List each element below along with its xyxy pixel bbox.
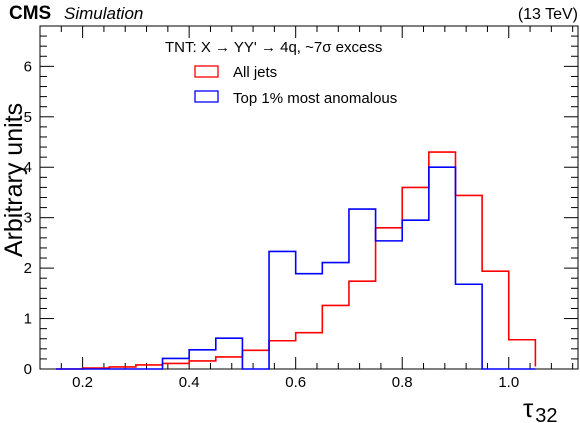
x-tick-label: 0.8 xyxy=(392,374,413,391)
energy-label: (13 TeV) xyxy=(518,6,578,23)
histogram-bin xyxy=(376,241,403,369)
histogram-bin xyxy=(455,284,482,369)
x-tick-label: 0.6 xyxy=(285,374,306,391)
histogram-bin xyxy=(349,209,376,369)
x-tick-label: 0.2 xyxy=(72,374,93,391)
axis-ticks: 0.2 0.4 0.6 0.8 1.0 0 1 2 3 4 5 6 xyxy=(24,26,578,391)
legend-title: TNT: X → YY' → 4q, ~7σ excess xyxy=(165,39,382,56)
y-tick-label: 3 xyxy=(24,210,32,227)
x-axis-title: τ 32 xyxy=(523,393,558,423)
y-tick-label: 2 xyxy=(24,260,32,277)
x-axis-symbol: τ xyxy=(523,393,534,423)
histogram-bin xyxy=(402,220,429,369)
legend-swatch-all-jets xyxy=(194,65,219,78)
y-tick-label: 1 xyxy=(24,311,32,328)
y-axis-title: Arbitrary units xyxy=(0,103,28,257)
x-axis-subscript: 32 xyxy=(535,405,557,423)
histogram-bin xyxy=(429,167,456,369)
histogram-bin xyxy=(296,274,323,369)
histogram-series xyxy=(55,151,537,370)
legend-swatch-top-anomalous xyxy=(194,90,219,103)
experiment-label: CMS xyxy=(9,3,51,24)
y-tick-label: 4 xyxy=(24,159,32,176)
legend: TNT: X → YY' → 4q, ~7σ excess All jets T… xyxy=(165,39,397,107)
histogram-bin xyxy=(216,338,243,369)
histogram-bin xyxy=(509,340,536,369)
x-tick-label: 0.4 xyxy=(179,374,200,391)
status-label: Simulation xyxy=(64,4,143,23)
histogram-bin xyxy=(482,271,509,369)
histogram-bin xyxy=(189,350,216,369)
histogram-bin xyxy=(322,263,349,369)
histogram-bin xyxy=(163,358,190,369)
legend-label-top-anomalous: Top 1% most anomalous xyxy=(233,90,397,107)
y-tick-label: 5 xyxy=(24,109,32,126)
histogram-bin xyxy=(269,251,296,369)
x-tick-label: 1.0 xyxy=(498,374,519,391)
histogram-bin xyxy=(242,350,269,369)
legend-label-all-jets: All jets xyxy=(233,64,277,81)
y-tick-label: 0 xyxy=(24,361,32,378)
y-tick-label: 6 xyxy=(24,58,32,75)
histogram-line-top-anomalous xyxy=(55,166,536,370)
